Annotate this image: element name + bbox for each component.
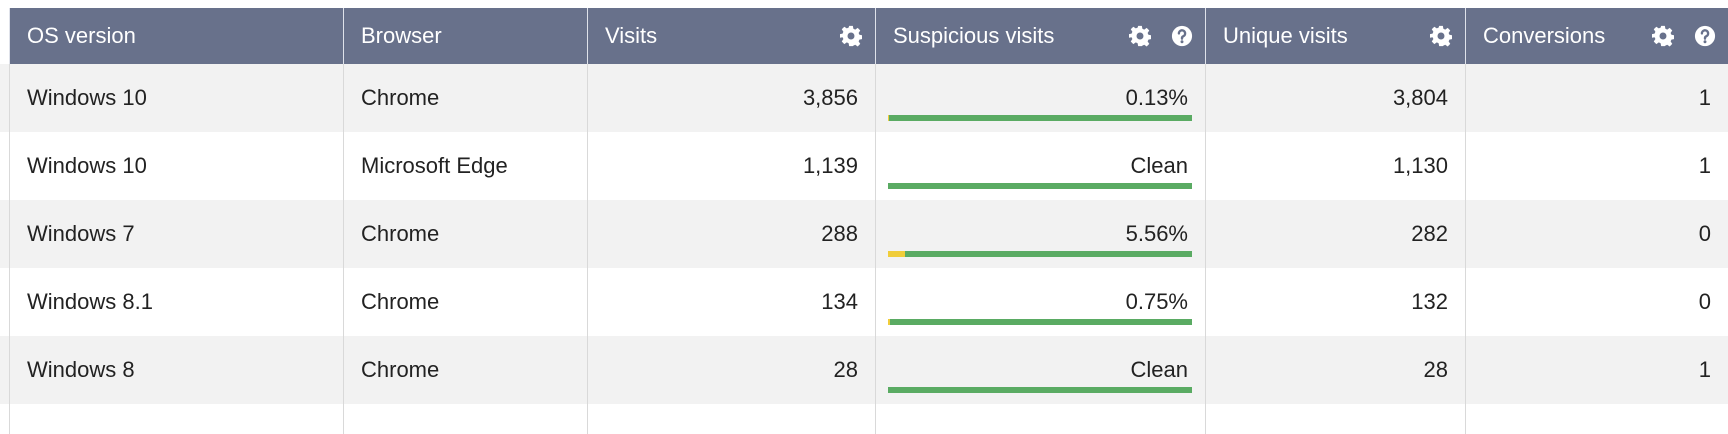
header-cell: Unique visits [1205, 8, 1465, 64]
cell-text: Windows 7 [27, 200, 135, 268]
table-cell: 1,130 [1205, 132, 1465, 200]
suspicious-share [888, 319, 890, 325]
cell-text: 5.56% [1126, 200, 1188, 268]
column-border [1465, 404, 1466, 434]
suspicious-bar [888, 319, 1192, 325]
header-cell: Suspicious visits [875, 8, 1205, 64]
cell-text: 1 [1699, 132, 1711, 200]
suspicious-bar [888, 387, 1192, 393]
table-cell: Windows 8 [9, 336, 343, 404]
table-cell: 282 [1205, 200, 1465, 268]
header-cell: Browser [343, 8, 587, 64]
cell-text: Clean [1131, 132, 1188, 200]
cell-text: 0 [1699, 268, 1711, 336]
report-table: OS version Browser Visits Suspicious visits… [0, 0, 1728, 418]
cell-text: Chrome [361, 64, 439, 132]
cell-text: 1,139 [803, 132, 858, 200]
table-cell: 0 [1465, 268, 1728, 336]
cell-text: 288 [821, 200, 858, 268]
suspicious-bar [888, 183, 1192, 189]
cell-text: Windows 8.1 [27, 268, 153, 336]
cell-text: 28 [834, 336, 858, 404]
help-icon[interactable] [1171, 25, 1193, 47]
header-label: Browser [361, 8, 442, 64]
table-cell: Clean [875, 132, 1205, 200]
cell-text: Microsoft Edge [361, 132, 508, 200]
cell-text: Chrome [361, 268, 439, 336]
table-cell: 134 [587, 268, 875, 336]
cell-text: Chrome [361, 200, 439, 268]
header-cell: OS version [9, 8, 343, 64]
header-label: Suspicious visits [893, 8, 1054, 64]
table-cell: 132 [1205, 268, 1465, 336]
settings-icon[interactable] [840, 25, 862, 47]
table-cell: Chrome [343, 64, 587, 132]
settings-icon[interactable] [1652, 25, 1674, 47]
cell-text: 282 [1411, 200, 1448, 268]
cell-text: 1 [1699, 336, 1711, 404]
table-cell: 1 [1465, 336, 1728, 404]
suspicious-share [888, 251, 905, 257]
cell-text: Windows 8 [27, 336, 135, 404]
cell-text: 0 [1699, 200, 1711, 268]
cell-text: 1 [1699, 64, 1711, 132]
suspicious-bar [888, 251, 1192, 257]
column-border [1205, 404, 1206, 434]
cell-text: 1,130 [1393, 132, 1448, 200]
table-cell: 3,804 [1205, 64, 1465, 132]
cell-text: 28 [1424, 336, 1448, 404]
cell-text: Windows 10 [27, 64, 147, 132]
header-label: Visits [605, 8, 657, 64]
column-border [343, 404, 344, 434]
cell-text: Chrome [361, 336, 439, 404]
table-cell: 288 [587, 200, 875, 268]
table-cell: 28 [587, 336, 875, 404]
table-cell: 1 [1465, 64, 1728, 132]
table-cell: Chrome [343, 268, 587, 336]
cell-text: 134 [821, 268, 858, 336]
table-cell: Windows 10 [9, 64, 343, 132]
table-cell: 1 [1465, 132, 1728, 200]
table-cell: 5.56% [875, 200, 1205, 268]
table-cell: 1,139 [587, 132, 875, 200]
row-bg [0, 404, 1728, 434]
cell-text: 3,856 [803, 64, 858, 132]
header-label: OS version [27, 8, 136, 64]
settings-icon[interactable] [1430, 25, 1452, 47]
header-label: Unique visits [1223, 8, 1348, 64]
settings-icon[interactable] [1129, 25, 1151, 47]
table-cell: Clean [875, 336, 1205, 404]
table-cell: 3,856 [587, 64, 875, 132]
column-border [9, 404, 10, 434]
cell-text: 132 [1411, 268, 1448, 336]
table-cell: 0.75% [875, 268, 1205, 336]
table-cell: Windows 8.1 [9, 268, 343, 336]
column-border [875, 404, 876, 434]
table-cell: Windows 10 [9, 132, 343, 200]
cell-text: 0.75% [1126, 268, 1188, 336]
table-cell: 0 [1465, 200, 1728, 268]
help-icon[interactable] [1694, 25, 1716, 47]
table-cell: Chrome [343, 336, 587, 404]
header-cell: Conversions [1465, 8, 1728, 64]
table-cell: 0.13% [875, 64, 1205, 132]
cell-text: Clean [1131, 336, 1188, 404]
cell-text: 0.13% [1126, 64, 1188, 132]
header-cell: Visits [587, 8, 875, 64]
header-label: Conversions [1483, 8, 1605, 64]
table-cell: Chrome [343, 200, 587, 268]
cell-text: Windows 10 [27, 132, 147, 200]
suspicious-bar [888, 115, 1192, 121]
table-cell: Windows 7 [9, 200, 343, 268]
cell-text: 3,804 [1393, 64, 1448, 132]
column-border [587, 404, 588, 434]
table-cell: Microsoft Edge [343, 132, 587, 200]
table-cell: 28 [1205, 336, 1465, 404]
